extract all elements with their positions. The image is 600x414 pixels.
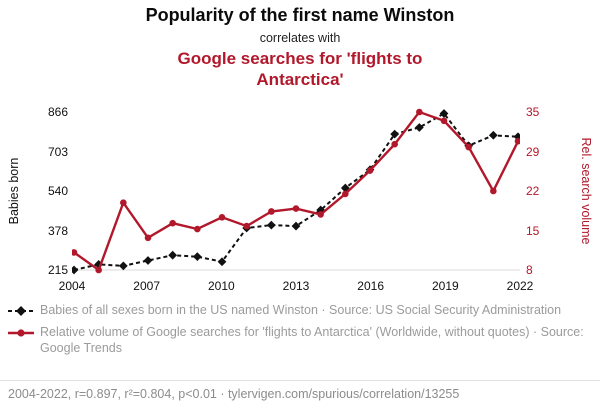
legend-label: Babies of all sexes born in the US named… (40, 303, 562, 317)
y-tick-right: 15 (526, 224, 540, 238)
y-tick-left: 540 (47, 184, 68, 198)
x-tick: 2004 (58, 279, 86, 293)
y-axis-label-right: Rel. search volume (579, 137, 593, 245)
chart-title: Popularity of the first name Winston (145, 5, 455, 25)
legend-entry-babies: Babies of all sexes born in the US named… (8, 302, 592, 318)
y-tick-right: 22 (526, 184, 540, 198)
x-tick: 2019 (431, 279, 459, 293)
plot-area (69, 106, 523, 276)
correlates-with-label: correlates with (259, 31, 341, 45)
x-tick: 2007 (133, 279, 161, 293)
black-dashed-diamond-series-icon (8, 306, 34, 316)
x-tick: 2010 (207, 279, 235, 293)
y-tick-right: 8 (526, 263, 533, 277)
y-tick-left: 215 (47, 263, 68, 277)
legend-entry-searches: Relative volume of Google searches for '… (8, 324, 592, 356)
line-chart (69, 108, 523, 275)
footer-stats: 2004-2022, r=0.897, r²=0.804, p<0.01 · t… (0, 380, 600, 401)
x-tick: 2016 (357, 279, 385, 293)
y-tick-right: 35 (526, 105, 540, 119)
x-tick: 2022 (506, 279, 534, 293)
y-tick-left: 378 (47, 224, 68, 238)
legend: Babies of all sexes born in the US named… (8, 302, 592, 362)
y-tick-left: 703 (47, 145, 68, 159)
red-line-circle-series-icon (8, 329, 34, 337)
y-tick-right: 29 (526, 145, 540, 159)
legend-label: Relative volume of Google searches for '… (40, 325, 584, 355)
x-axis: 2004 2007 2010 2013 2016 2019 2022 (59, 279, 534, 294)
y-axis-label-left: Babies born (7, 157, 21, 225)
y-tick-left: 866 (47, 105, 68, 119)
chart-title-secondary: Google searches for 'flights to Antarcti… (177, 49, 423, 89)
x-tick: 2013 (282, 279, 310, 293)
